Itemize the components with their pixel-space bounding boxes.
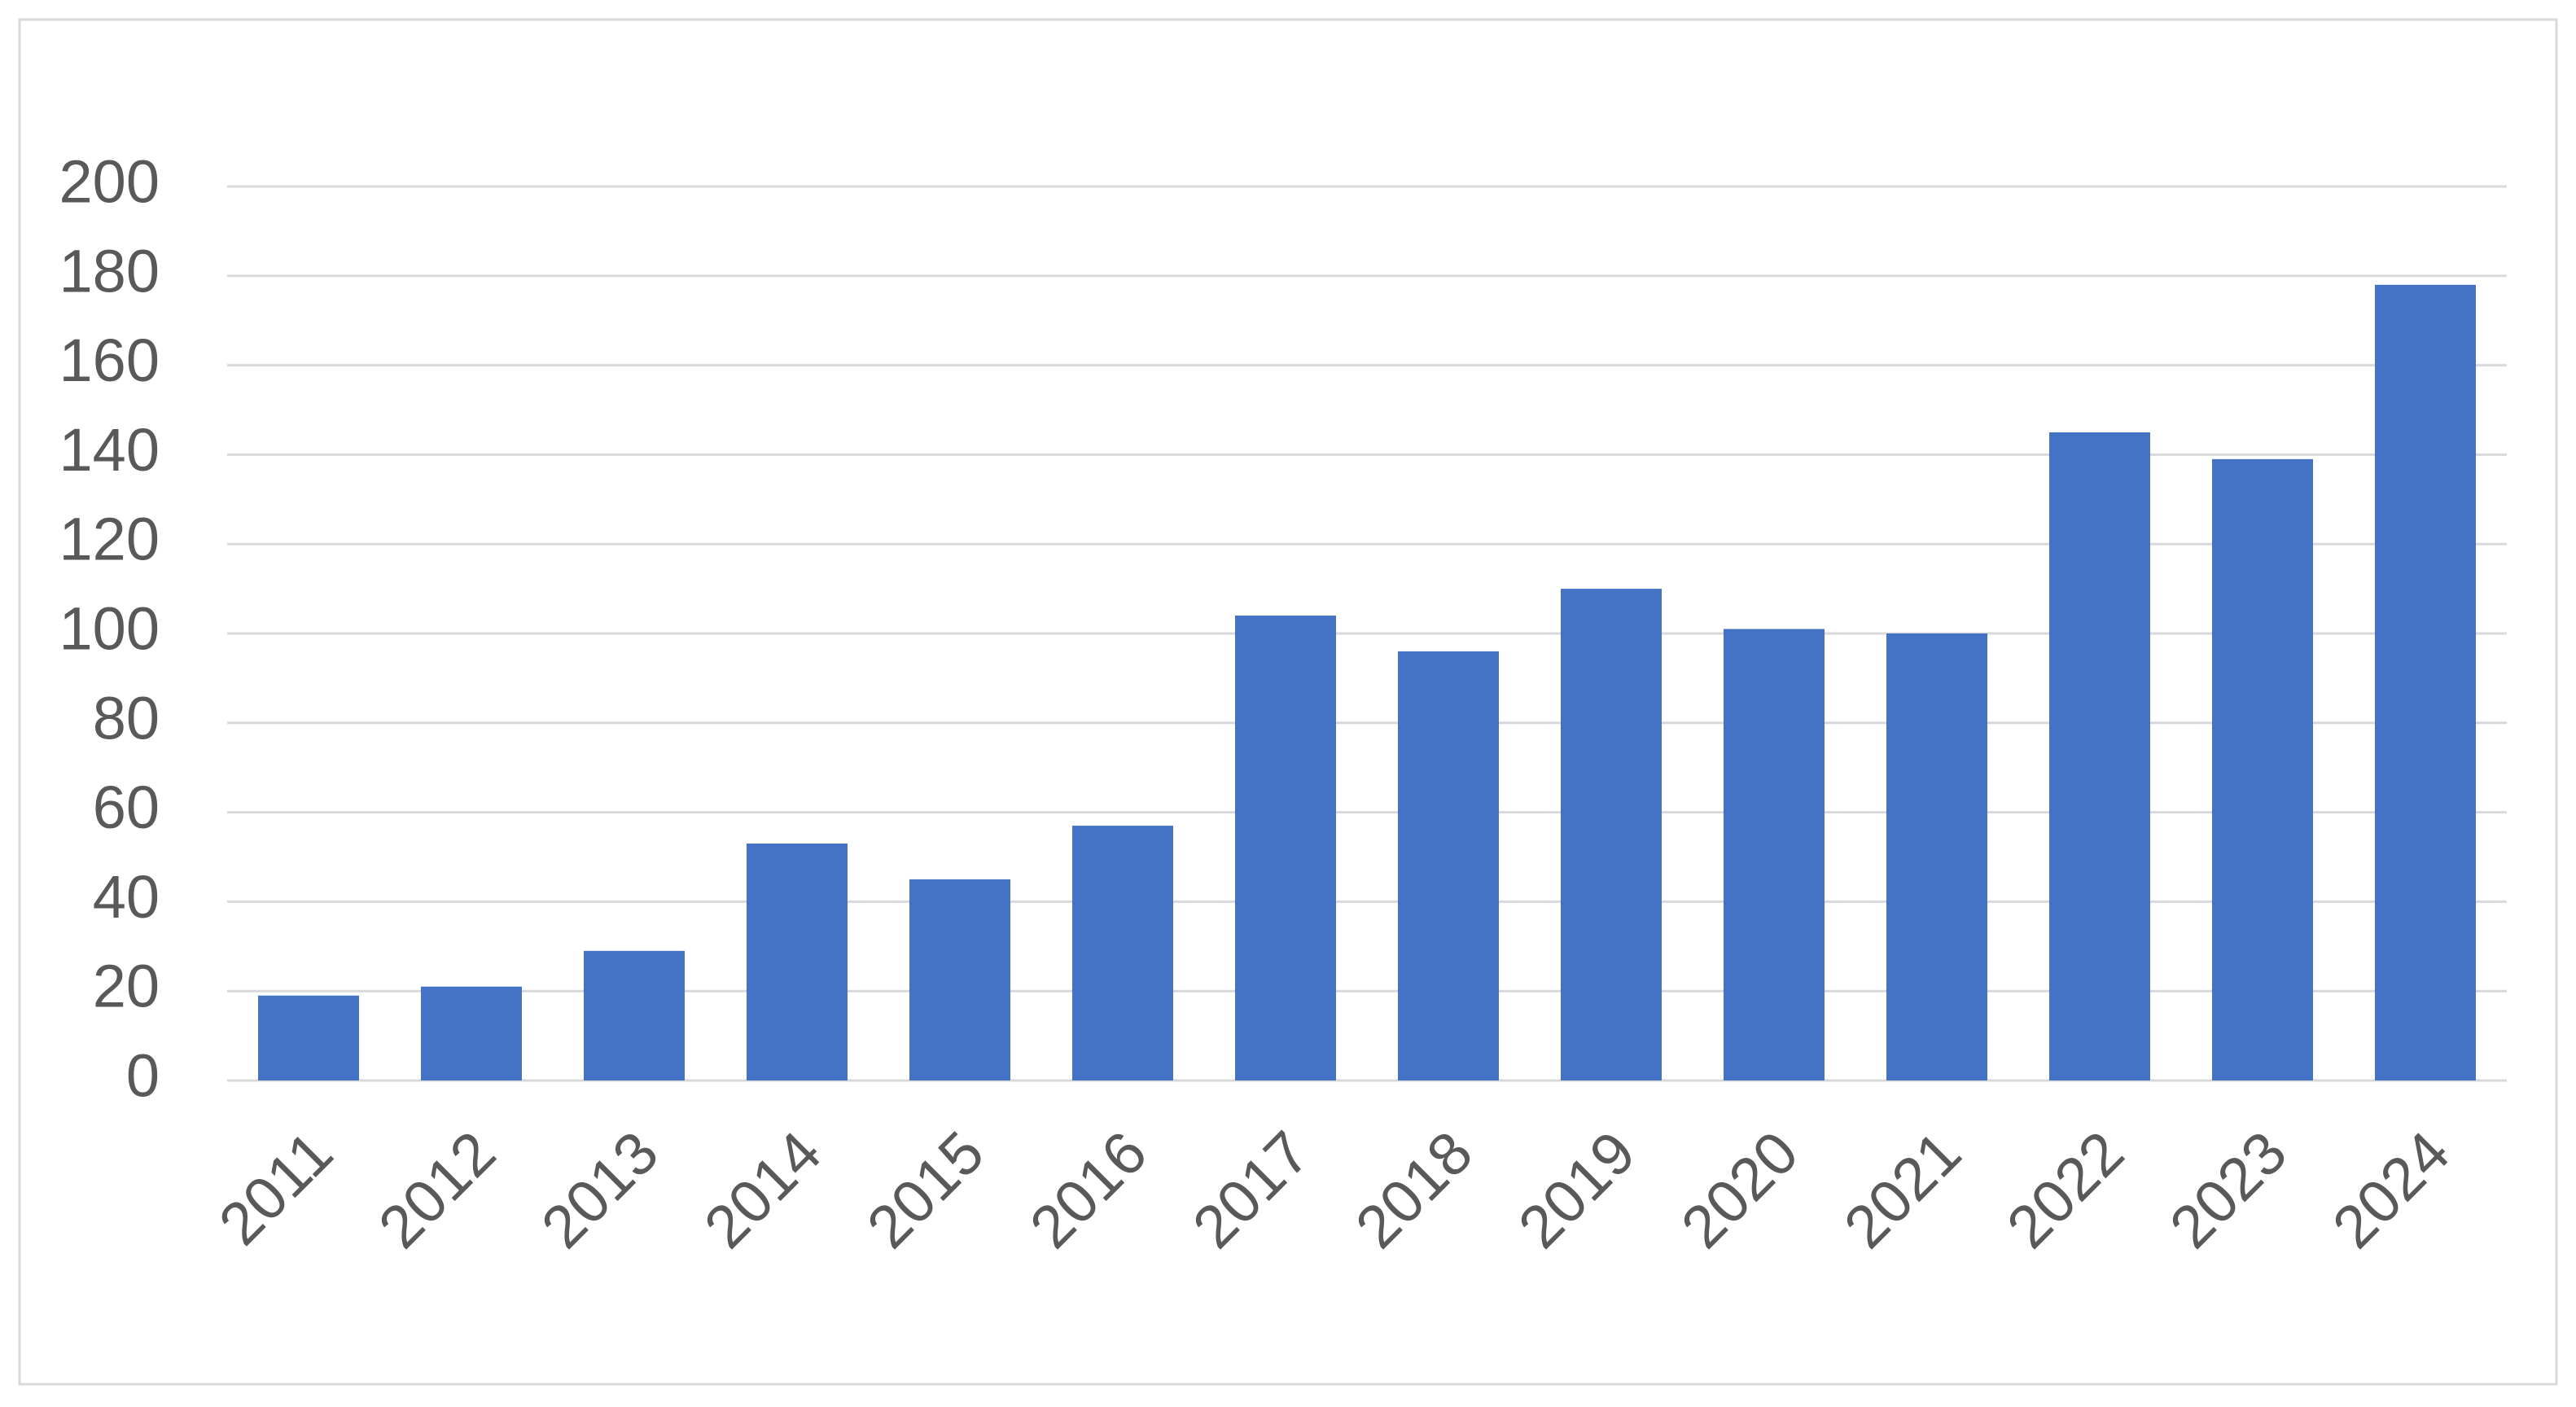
bar [2375,284,2476,1080]
bar [2049,432,2150,1080]
bar [1235,616,1336,1080]
y-tick-label: 140 [59,416,160,484]
bar [909,879,1010,1080]
bar [2212,458,2313,1080]
bar [1886,633,1987,1080]
y-tick-label: 40 [93,863,160,931]
y-tick-label: 0 [126,1042,160,1110]
y-tick-label: 120 [59,506,160,573]
y-tick-label: 20 [93,953,160,1020]
y-tick-label: 100 [59,595,160,663]
y-tick-label: 60 [93,774,160,841]
bar [1398,651,1499,1080]
y-tick-label: 200 [59,148,160,216]
y-tick-label: 80 [93,684,160,752]
y-tick-label: 160 [59,327,160,394]
bar [258,995,359,1080]
y-tick-label: 180 [59,237,160,305]
bar [1724,629,1825,1080]
bar [584,950,685,1080]
bar [747,844,848,1080]
bar [1561,589,1662,1080]
bar [421,986,522,1080]
bar [1072,826,1173,1080]
